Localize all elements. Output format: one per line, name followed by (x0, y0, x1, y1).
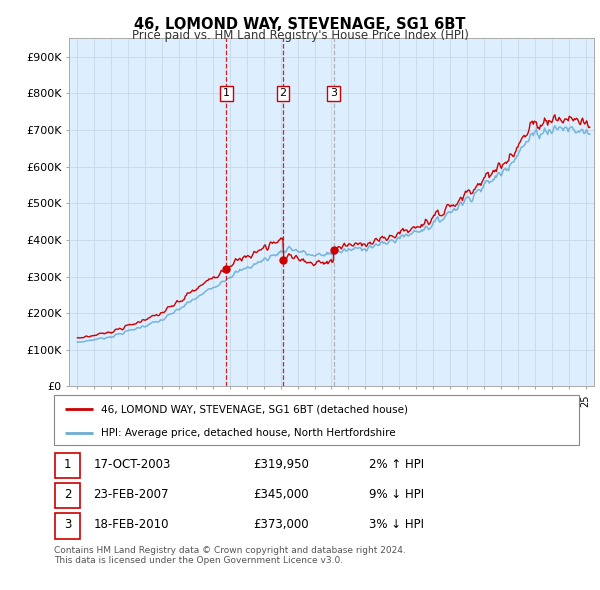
Text: 9% ↓ HPI: 9% ↓ HPI (369, 488, 424, 501)
Text: HPI: Average price, detached house, North Hertfordshire: HPI: Average price, detached house, Nort… (101, 428, 396, 438)
Text: 2% ↑ HPI: 2% ↑ HPI (369, 458, 424, 471)
Text: 1: 1 (64, 458, 71, 471)
Text: 17-OCT-2003: 17-OCT-2003 (94, 458, 171, 471)
Text: 3% ↓ HPI: 3% ↓ HPI (369, 518, 424, 531)
Text: 23-FEB-2007: 23-FEB-2007 (94, 488, 169, 501)
Bar (55, 483, 80, 509)
Text: £373,000: £373,000 (254, 518, 309, 531)
Text: 46, LOMOND WAY, STEVENAGE, SG1 6BT: 46, LOMOND WAY, STEVENAGE, SG1 6BT (134, 17, 466, 31)
Text: 18-FEB-2010: 18-FEB-2010 (94, 518, 169, 531)
Text: £319,950: £319,950 (254, 458, 310, 471)
Text: 1: 1 (223, 88, 230, 99)
Bar (55, 453, 80, 478)
Text: £345,000: £345,000 (254, 488, 309, 501)
Text: Contains HM Land Registry data © Crown copyright and database right 2024.
This d: Contains HM Land Registry data © Crown c… (54, 546, 406, 565)
Bar (55, 513, 80, 539)
Text: Price paid vs. HM Land Registry's House Price Index (HPI): Price paid vs. HM Land Registry's House … (131, 30, 469, 42)
Text: 46, LOMOND WAY, STEVENAGE, SG1 6BT (detached house): 46, LOMOND WAY, STEVENAGE, SG1 6BT (deta… (101, 404, 408, 414)
Text: 3: 3 (64, 518, 71, 531)
Text: 3: 3 (330, 88, 337, 99)
Text: 2: 2 (64, 488, 71, 501)
Text: 2: 2 (280, 88, 287, 99)
